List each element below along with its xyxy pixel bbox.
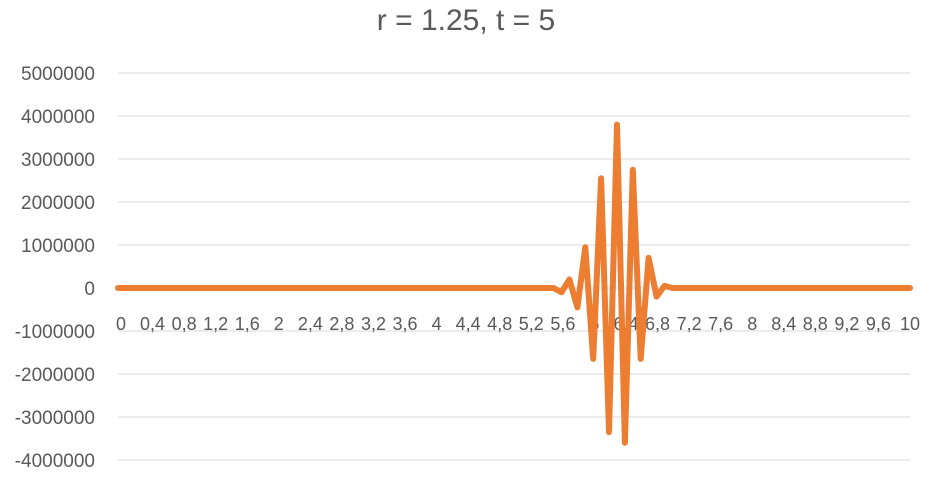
x-tick-label: 0,4 xyxy=(140,314,165,334)
x-tick-label: 6,8 xyxy=(645,314,670,334)
y-tick-label: 2000000 xyxy=(21,193,95,214)
gridlines xyxy=(118,72,910,461)
series-layer xyxy=(115,121,913,446)
x-tick-label: 3,6 xyxy=(393,314,418,334)
y-tick-label: -4000000 xyxy=(15,451,95,472)
x-tick-label: 3,2 xyxy=(361,314,386,334)
x-tick-label: 2,8 xyxy=(329,314,354,334)
x-tick-labels-row: 0 0,4 0,8 1,2 1,6 2 2,4 2,8 3,2 3,6 4 4,4 4,8 5,2 5,6 6… xyxy=(116,314,920,334)
x-tick-label: 8,4 xyxy=(771,314,796,334)
y-tick-label: -2000000 xyxy=(15,365,95,386)
y-tick-label: 3000000 xyxy=(21,150,95,171)
y-tick-label: -1000000 xyxy=(15,322,95,343)
y-tick-label: -3000000 xyxy=(15,408,95,429)
x-tick-label: 9,6 xyxy=(866,314,891,334)
x-tick-label: 4 xyxy=(432,314,442,334)
x-tick-label: 9,2 xyxy=(834,314,859,334)
x-tick-label: 5,2 xyxy=(519,314,544,334)
y-axis-tick-labels: 5000000 4000000 3000000 2000000 1000000 0 -100… xyxy=(15,64,95,472)
x-tick-label: 0,8 xyxy=(172,314,197,334)
x-tick-label: 1,6 xyxy=(235,314,260,334)
y-tick-label: 1000000 xyxy=(21,236,95,257)
x-tick-label: 8 xyxy=(747,314,757,334)
x-tick-label: 10 xyxy=(900,314,920,334)
x-tick-label: 2 xyxy=(274,314,284,334)
x-tick-label: 4,8 xyxy=(487,314,512,334)
x-tick-label: 5,6 xyxy=(550,314,575,334)
y-tick-label: 0 xyxy=(84,279,95,300)
series-line xyxy=(115,121,913,446)
x-tick-label: 1,2 xyxy=(203,314,228,334)
x-tick-label: 0 xyxy=(116,314,126,334)
x-axis-tick-labels: 0 0,4 0,8 1,2 1,6 2 2,4 2,8 3,2 3,6 4 4,4 4,8 5,2 5,6 6… xyxy=(116,314,920,334)
x-tick-label: 2,4 xyxy=(298,314,323,334)
x-tick-label: 7,2 xyxy=(677,314,702,334)
chart-title: r = 1.25, t = 5 xyxy=(377,4,555,37)
x-tick-label: 4,4 xyxy=(456,314,481,334)
y-tick-label: 5000000 xyxy=(21,64,95,85)
x-tick-label: 7,6 xyxy=(708,314,733,334)
x-tick-label: 8,8 xyxy=(803,314,828,334)
y-tick-label: 4000000 xyxy=(21,107,95,128)
